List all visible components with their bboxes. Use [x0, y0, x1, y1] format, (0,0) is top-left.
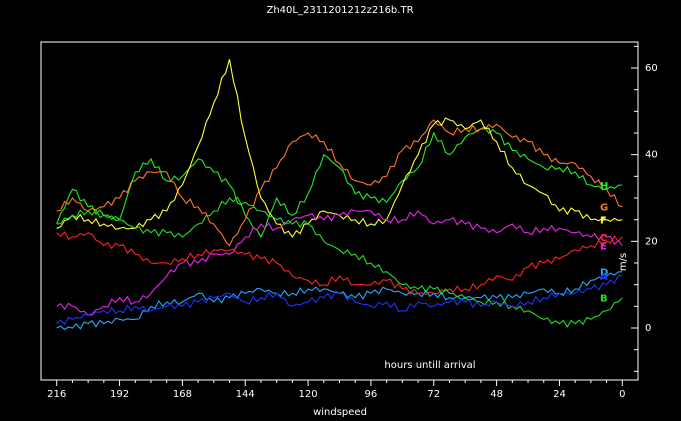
x-axis-label: windspeed	[313, 407, 367, 418]
x-tick-label: 24	[553, 389, 566, 400]
series-line-e	[56, 208, 623, 316]
series-label-h: H	[600, 181, 608, 192]
y-tick-label: 20	[645, 236, 658, 247]
series-line-c	[56, 231, 623, 296]
x-tick-label: 0	[619, 389, 625, 400]
x-tick-label: 168	[173, 389, 192, 400]
annotation-hours-until-arrival: hours untill arrival	[384, 360, 475, 371]
x-tick-label: 120	[299, 389, 318, 400]
y-axis-label: m/s	[618, 253, 629, 271]
series-line-g	[56, 119, 623, 247]
series-label-e: E	[600, 242, 607, 253]
x-axis: 216 192 168 144 120 96 72 48 24 0	[47, 380, 625, 400]
chart-title: Zh40L_2311201212z216b.TR	[266, 5, 413, 16]
series-label-a: A	[600, 272, 608, 283]
series-label-f: F	[600, 216, 607, 227]
series-label-c: C	[600, 233, 607, 244]
series-label-d: D	[600, 268, 608, 279]
series-layer	[56, 59, 623, 331]
x-tick-label: 192	[110, 389, 129, 400]
x-tick-label: 48	[490, 389, 503, 400]
y-tick-label: 60	[645, 63, 658, 74]
y-tick-label: 0	[645, 323, 651, 334]
x-tick-label: 216	[47, 389, 66, 400]
series-end-labels: HGF E D C BA	[600, 181, 608, 305]
x-tick-label: 96	[365, 389, 378, 400]
series-line-a	[56, 274, 623, 326]
series-line-h	[56, 126, 623, 239]
x-tick-label: 144	[236, 389, 255, 400]
y-axis: 0 20 40 60	[631, 45, 658, 372]
series-label-b: B	[600, 294, 608, 305]
x-tick-label: 72	[427, 389, 440, 400]
series-line-b	[56, 196, 623, 328]
series-label-g: G	[600, 203, 608, 214]
y-tick-label: 40	[645, 150, 658, 161]
